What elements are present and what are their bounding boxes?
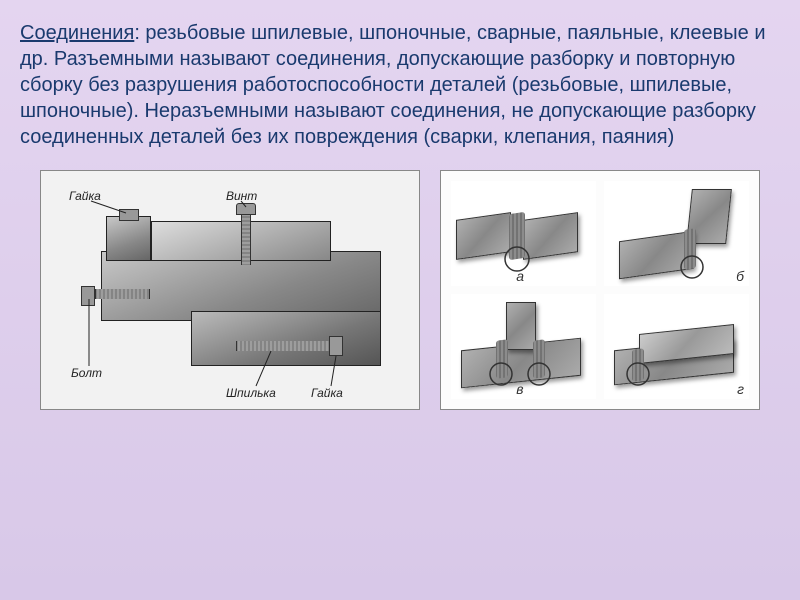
weld-label-v: в xyxy=(516,381,523,397)
weld-v-circle-right xyxy=(521,356,571,396)
weld-b-circle xyxy=(674,249,714,289)
weld-cell-b: б xyxy=(604,181,749,286)
bolt-head xyxy=(81,286,95,306)
label-shpilka: Шпилька xyxy=(226,386,276,400)
screw-shaft xyxy=(241,215,251,265)
weld-joints-diagram: а б в xyxy=(440,170,760,410)
weld-v-plate-vert xyxy=(506,302,536,350)
weld-label-a: а xyxy=(516,268,524,284)
weld-cell-g: г xyxy=(604,294,749,399)
label-gaika1: Гайка xyxy=(69,189,101,203)
stud-shaft xyxy=(236,341,331,351)
label-vint: Винт xyxy=(226,189,257,203)
main-paragraph: Соединения: резьбовые шпилевые, шпоночны… xyxy=(20,20,780,150)
lower-extension xyxy=(191,311,381,366)
weld-label-g: г xyxy=(737,381,744,397)
diagrams-row: Гайка Винт Болт Шпилька Гайка а xyxy=(20,170,780,410)
screw-head xyxy=(236,203,256,215)
nut-top xyxy=(119,209,139,221)
label-gaika2: Гайка xyxy=(311,386,343,400)
label-bolt: Болт xyxy=(71,366,102,380)
weld-g-circle xyxy=(620,356,660,396)
weld-cell-v: в xyxy=(451,294,596,399)
topic-word: Соединения xyxy=(20,22,134,44)
weld-label-b: б xyxy=(736,268,744,284)
left-post xyxy=(106,216,151,261)
threaded-assembly-diagram: Гайка Винт Болт Шпилька Гайка xyxy=(40,170,420,410)
bolt-shaft xyxy=(95,289,150,299)
weld-cell-a: а xyxy=(451,181,596,286)
nut-bottom xyxy=(329,336,343,356)
